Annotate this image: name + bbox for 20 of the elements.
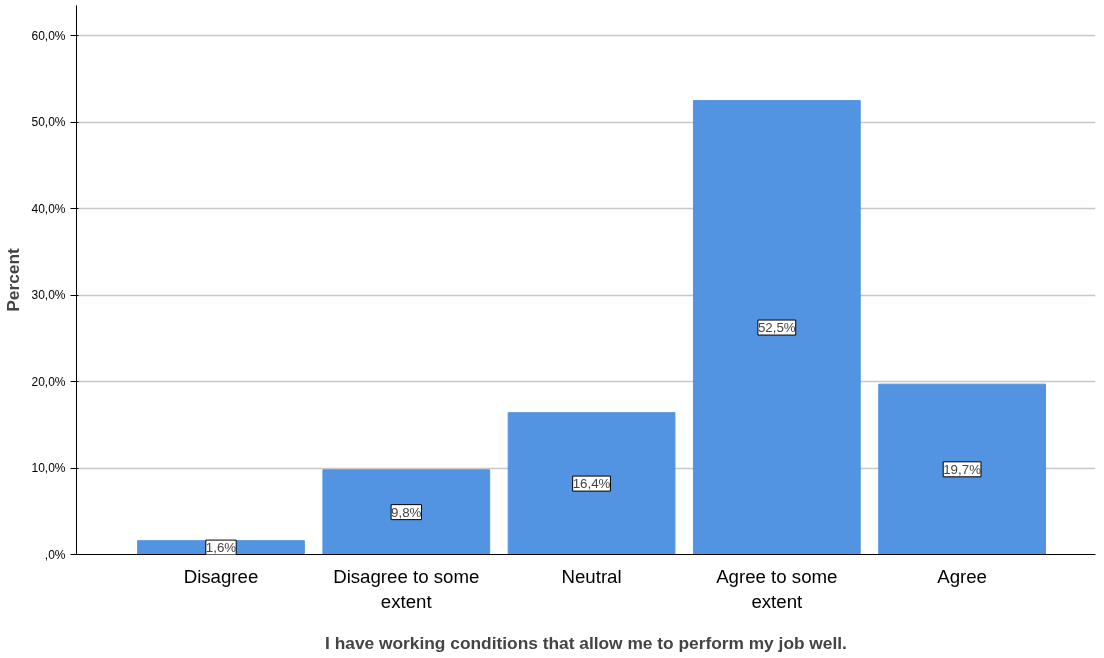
x-tick-label: Agree to some extent — [716, 565, 838, 612]
y-tick-label: 40,0% — [31, 201, 66, 216]
y-axis-title: Percent — [3, 247, 24, 312]
bar — [322, 469, 491, 555]
y-tick-label: 10,0% — [31, 461, 66, 476]
data-label: 1,6% — [205, 540, 237, 556]
bar — [507, 412, 676, 555]
x-tick-label: Disagree to some extent — [333, 565, 480, 612]
y-tick-label: ,0% — [44, 547, 66, 562]
x-tick-label: Neutral — [561, 565, 622, 587]
x-tick-label: Disagree — [183, 565, 259, 587]
y-tick-label: 30,0% — [31, 288, 66, 303]
x-tick-label: Agree — [937, 565, 988, 587]
bar — [692, 100, 861, 555]
data-label: 16,4% — [572, 476, 611, 492]
y-tick-label: 20,0% — [31, 374, 66, 389]
y-tick-label: 60,0% — [31, 28, 66, 43]
y-tick-label: 50,0% — [31, 115, 66, 130]
bar — [878, 383, 1046, 555]
x-axis-title: I have working conditions that allow me to perform my job well. — [325, 632, 847, 653]
